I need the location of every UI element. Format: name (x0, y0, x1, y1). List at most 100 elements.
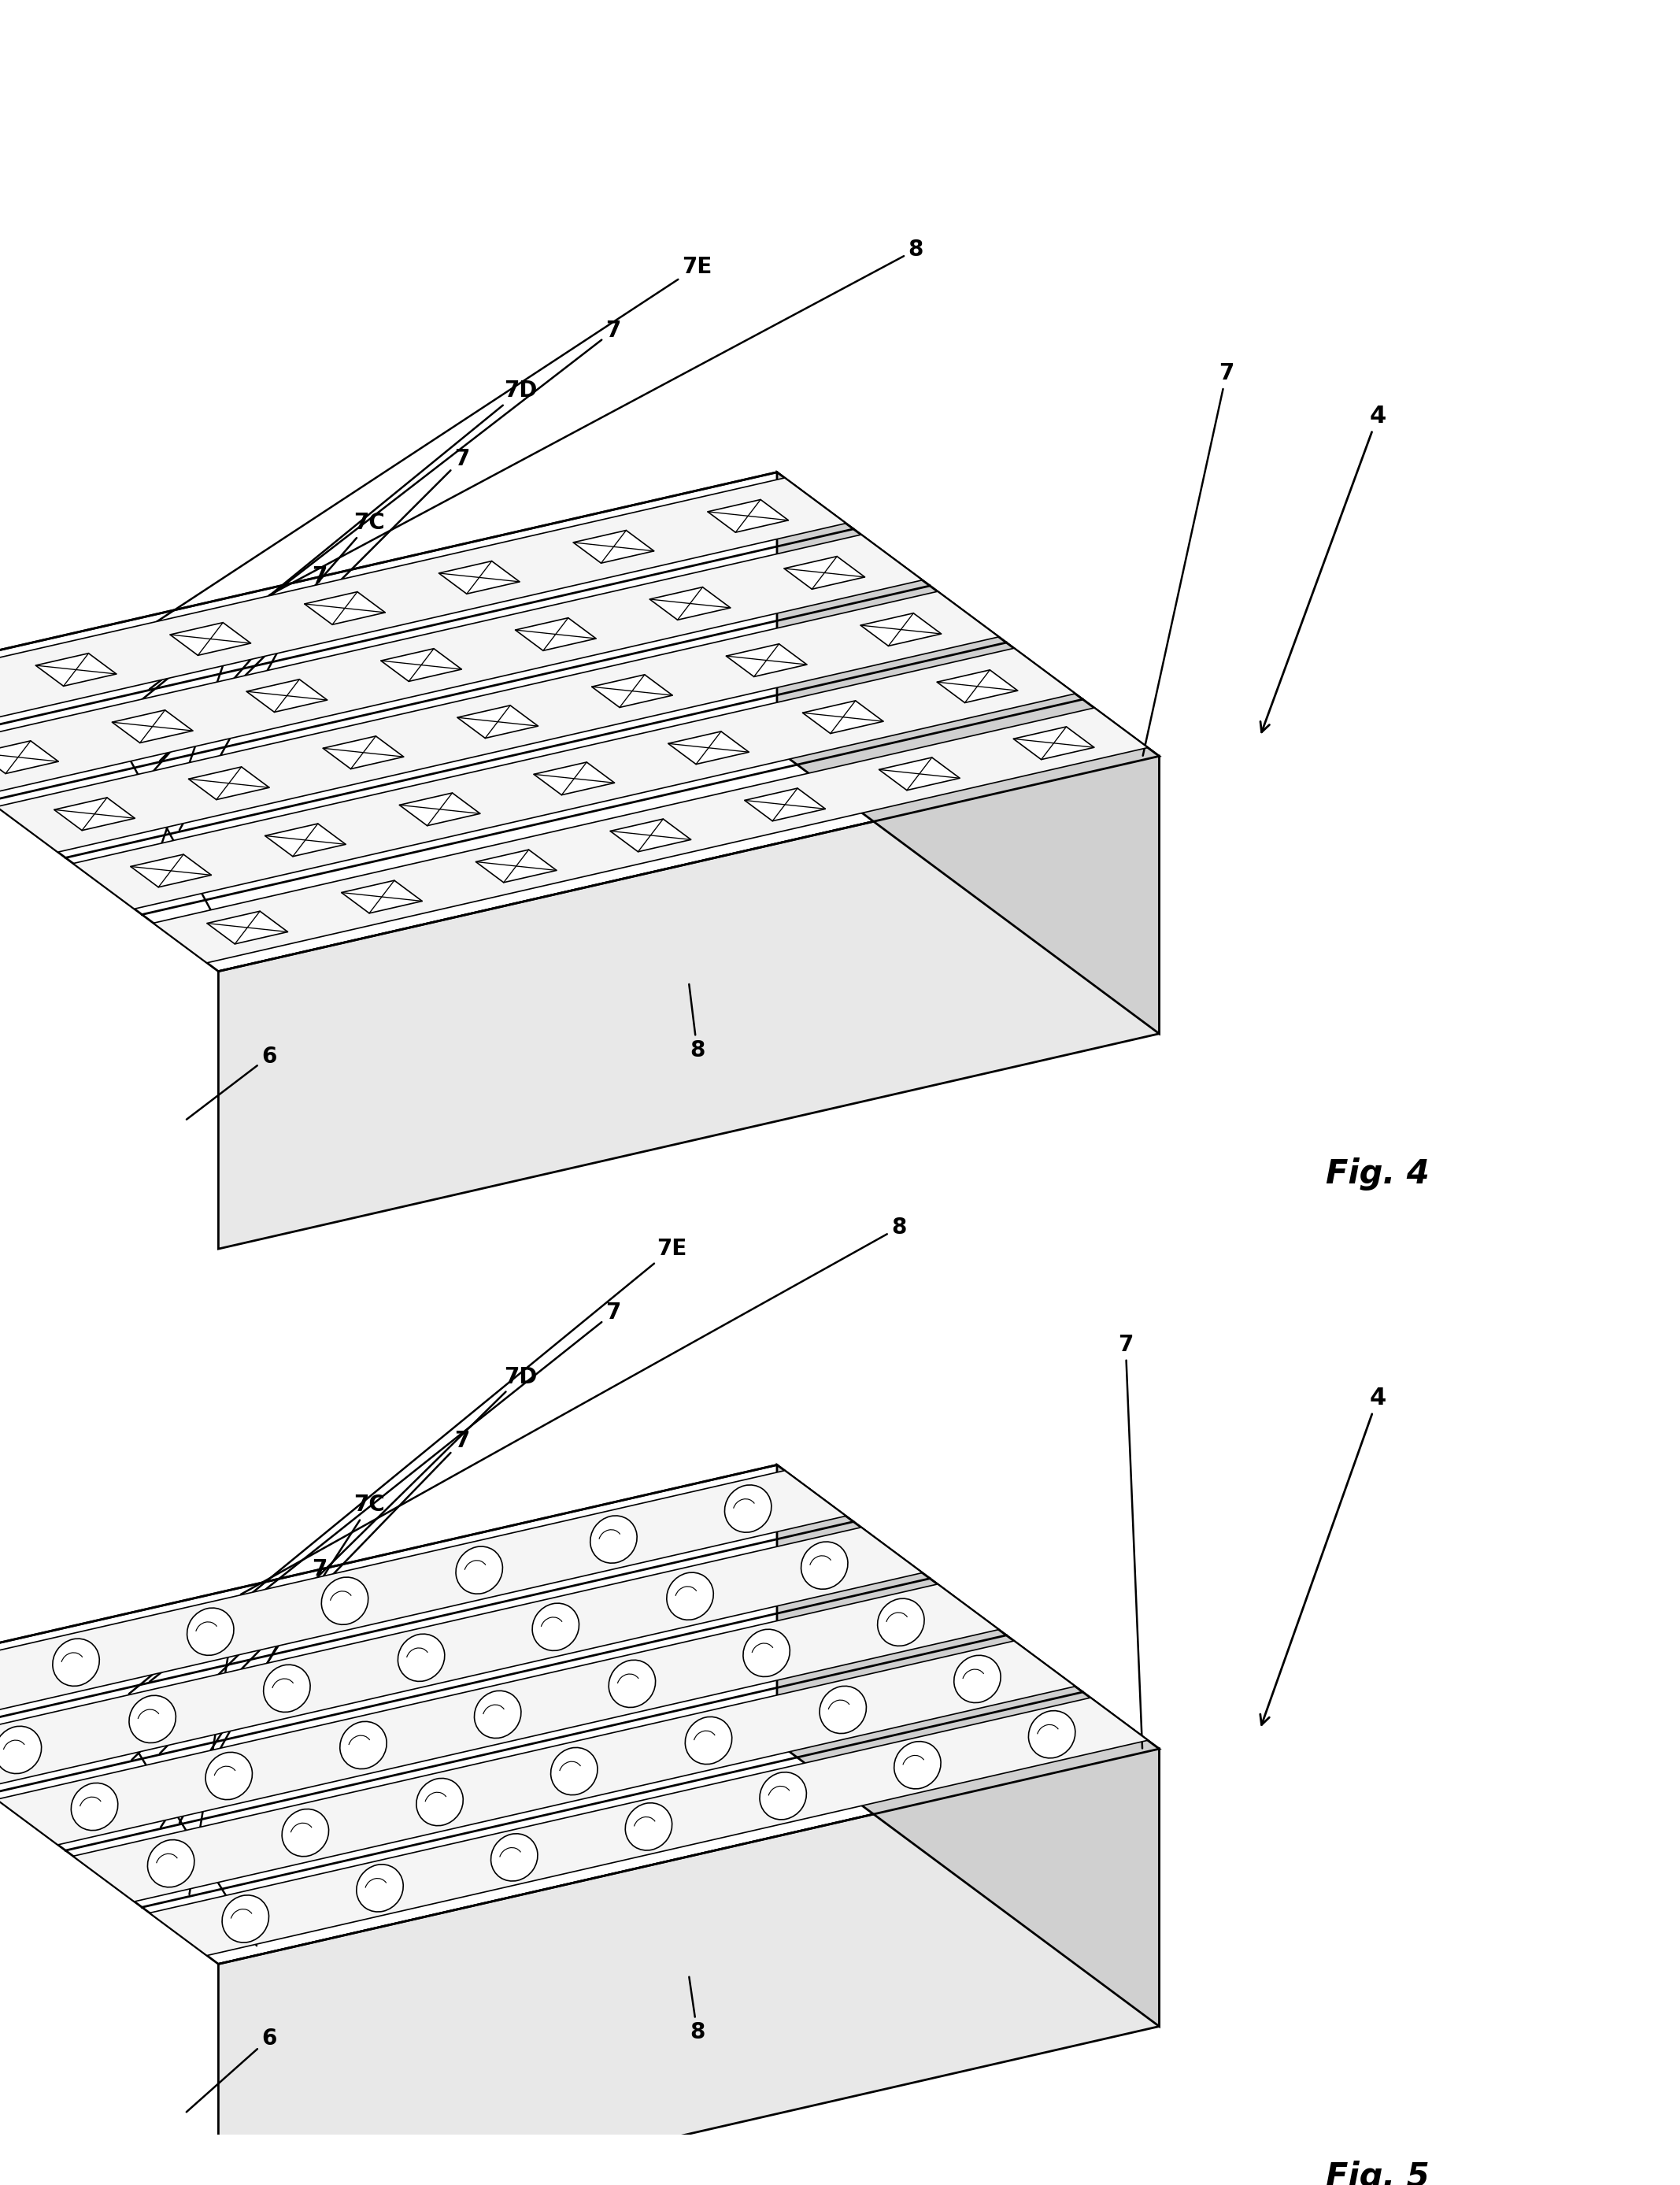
Ellipse shape (759, 1772, 806, 1820)
Polygon shape (0, 1584, 998, 1844)
Polygon shape (304, 592, 385, 625)
Polygon shape (188, 767, 269, 800)
Ellipse shape (52, 1639, 99, 1687)
Ellipse shape (551, 1748, 598, 1794)
Polygon shape (0, 472, 1159, 972)
Ellipse shape (148, 1840, 195, 1888)
Polygon shape (744, 789, 825, 822)
Polygon shape (475, 850, 556, 883)
Polygon shape (54, 798, 134, 830)
Ellipse shape (533, 1604, 580, 1650)
Ellipse shape (264, 1665, 311, 1713)
Ellipse shape (954, 1656, 1001, 1702)
Polygon shape (776, 1464, 1159, 2025)
Text: 7: 7 (180, 1558, 328, 1822)
Polygon shape (0, 741, 59, 773)
Ellipse shape (205, 1752, 252, 1800)
Ellipse shape (590, 1516, 637, 1562)
Text: 7: 7 (150, 1302, 622, 1682)
Text: 7: 7 (160, 1429, 470, 1752)
Polygon shape (323, 736, 403, 769)
Text: 8: 8 (689, 1977, 706, 2043)
Text: 8: 8 (689, 983, 706, 1062)
Text: 8: 8 (269, 238, 924, 594)
Text: 7C: 7C (161, 1495, 385, 1827)
Polygon shape (341, 881, 422, 913)
Ellipse shape (282, 1809, 329, 1857)
Ellipse shape (608, 1661, 655, 1706)
Ellipse shape (321, 1578, 368, 1626)
Text: 7: 7 (180, 566, 328, 830)
Text: 7B: 7B (151, 618, 250, 874)
Text: 6: 6 (186, 2028, 277, 2113)
Ellipse shape (0, 1726, 42, 1774)
Polygon shape (516, 618, 596, 651)
Ellipse shape (356, 1864, 403, 1912)
Ellipse shape (417, 1779, 464, 1827)
Ellipse shape (685, 1717, 732, 1763)
Polygon shape (591, 675, 672, 708)
Text: 8: 8 (240, 1217, 907, 1595)
Text: Fig. 4: Fig. 4 (1326, 1158, 1430, 1191)
Text: 7D: 7D (94, 380, 538, 739)
Text: 7: 7 (150, 319, 622, 688)
Text: 4: 4 (1260, 404, 1386, 732)
Text: 7A: 7A (101, 1706, 257, 1945)
Ellipse shape (877, 1599, 924, 1645)
Polygon shape (860, 614, 941, 647)
Polygon shape (879, 758, 959, 791)
Polygon shape (218, 756, 1159, 1250)
Ellipse shape (667, 1573, 714, 1619)
Text: 7: 7 (1142, 363, 1235, 756)
Ellipse shape (1028, 1711, 1075, 1759)
Polygon shape (803, 701, 884, 734)
Polygon shape (726, 645, 806, 677)
Polygon shape (150, 1698, 1147, 1956)
Polygon shape (113, 710, 193, 743)
Polygon shape (534, 763, 615, 795)
Polygon shape (0, 1464, 1159, 1964)
Polygon shape (265, 824, 346, 857)
Text: 7E: 7E (72, 256, 712, 677)
Ellipse shape (222, 1894, 269, 1942)
Polygon shape (170, 623, 250, 655)
Text: 6: 6 (186, 1047, 277, 1119)
Polygon shape (218, 1748, 1159, 2185)
Polygon shape (0, 535, 922, 795)
Ellipse shape (894, 1741, 941, 1790)
Ellipse shape (820, 1687, 867, 1733)
Polygon shape (785, 557, 865, 590)
Polygon shape (0, 1527, 922, 1787)
Polygon shape (207, 911, 287, 944)
Text: 7A: 7A (101, 725, 218, 924)
Polygon shape (74, 649, 1075, 909)
Polygon shape (247, 680, 328, 712)
Ellipse shape (491, 1833, 538, 1881)
Ellipse shape (743, 1630, 790, 1676)
Text: 7E: 7E (129, 1239, 687, 1693)
Polygon shape (610, 819, 690, 852)
Polygon shape (438, 562, 519, 594)
Polygon shape (131, 854, 212, 887)
Ellipse shape (801, 1543, 848, 1588)
Polygon shape (0, 1471, 845, 1731)
Text: 7C: 7C (123, 511, 385, 806)
Polygon shape (381, 649, 462, 682)
Text: 4: 4 (1260, 1387, 1386, 1724)
Ellipse shape (71, 1783, 118, 1831)
Polygon shape (650, 588, 731, 621)
Ellipse shape (474, 1691, 521, 1739)
Polygon shape (35, 653, 116, 686)
Polygon shape (937, 671, 1018, 704)
Text: 7: 7 (1117, 1333, 1142, 1748)
Ellipse shape (129, 1696, 176, 1744)
Text: 7: 7 (160, 448, 470, 760)
Text: 7B: 7B (190, 1602, 250, 1894)
Polygon shape (74, 1641, 1075, 1901)
Ellipse shape (186, 1608, 234, 1656)
Ellipse shape (724, 1486, 771, 1532)
Polygon shape (1013, 728, 1094, 760)
Polygon shape (707, 500, 788, 533)
Polygon shape (457, 706, 538, 739)
Ellipse shape (625, 1803, 672, 1851)
